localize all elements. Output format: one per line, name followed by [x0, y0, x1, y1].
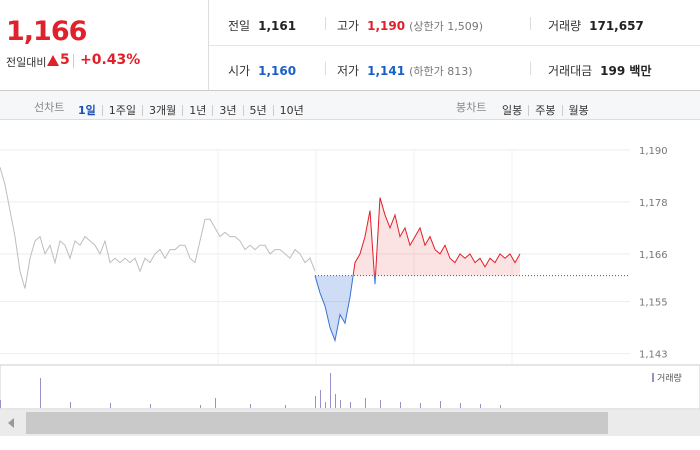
- col-divider: [530, 17, 531, 30]
- stat-value: 1,160: [258, 64, 297, 78]
- line-label: 선차트: [34, 101, 65, 114]
- scrollbar-thumb[interactable]: [26, 412, 608, 434]
- tab[interactable]: 주봉: [528, 105, 561, 116]
- price-line: [0, 167, 316, 289]
- stat: 저가 1,141 (하한가 813): [337, 60, 473, 79]
- stat-value: 1,141: [367, 64, 406, 78]
- y-tick-label: 1,143: [639, 350, 668, 361]
- stat-value: 171,657: [589, 19, 644, 33]
- line-tabs: 1일 1주일 3개월 1년 3년 5년 10년: [72, 99, 310, 118]
- y-tick-label: 1,166: [639, 250, 668, 261]
- change-rate: +0.43%: [80, 52, 141, 68]
- stat-label: 전일: [228, 19, 251, 33]
- header-border: [0, 90, 700, 91]
- price-line-down: [314, 275, 377, 343]
- tab[interactable]: 월봉: [561, 105, 595, 116]
- change-label: 전일대비: [6, 56, 47, 69]
- stat-label: 고가: [337, 19, 360, 33]
- stat: 전일 1,161: [228, 15, 296, 34]
- volume-panel: [0, 364, 700, 410]
- stat: 고가 1,190 (상한가 1,509): [337, 15, 483, 34]
- tab[interactable]: 일봉: [502, 104, 523, 117]
- tab[interactable]: 3개월: [142, 105, 182, 116]
- stat-label: 저가: [337, 64, 360, 78]
- stat-label: 거래량: [548, 19, 582, 33]
- stat: 시가 1,160: [228, 60, 296, 79]
- row-divider: [209, 45, 700, 46]
- y-tick-label: 1,178: [639, 198, 668, 209]
- tab[interactable]: 3년: [212, 105, 242, 116]
- stat: 거래량 171,657: [548, 15, 644, 34]
- tab-bar: 선차트 1일 1주일 3개월 1년 3년 5년 10년 봉차트 일봉 주봉 월봉: [0, 91, 700, 120]
- stat-label: 거래대금: [548, 64, 593, 78]
- stat-value: 199 백만: [600, 64, 652, 78]
- up-arrow: [47, 55, 59, 66]
- col-divider: [325, 17, 326, 30]
- y-tick-label: 1,155: [639, 298, 668, 309]
- tab[interactable]: 1일: [78, 104, 96, 117]
- change: 5: [60, 52, 70, 68]
- stat-note: (상한가 1,509): [409, 20, 483, 33]
- quote-box: 1,166 전일대비 5 +0.43%: [0, 0, 209, 90]
- price: 1,166: [6, 16, 87, 47]
- tab[interactable]: 10년: [272, 105, 310, 116]
- stat-label: 시가: [228, 64, 251, 78]
- area-down: [315, 275, 520, 341]
- tab[interactable]: 1년: [182, 105, 212, 116]
- col-divider: [325, 62, 326, 75]
- divider: [73, 54, 74, 68]
- legend-label: 거래량: [657, 372, 682, 384]
- stat-value: 1,190: [367, 19, 406, 33]
- y-tick-label: 1,190: [639, 146, 668, 157]
- area-up: [353, 197, 520, 276]
- scroll-left[interactable]: [8, 418, 14, 428]
- legend-swatch: [652, 373, 654, 382]
- price-line-up: [315, 197, 521, 276]
- stat-note: (하한가 813): [409, 65, 473, 78]
- candle-tabs: 일봉 주봉 월봉: [496, 99, 595, 118]
- stat: 거래대금 199 백만: [548, 60, 651, 79]
- stat-value: 1,161: [258, 19, 297, 33]
- tab[interactable]: 5년: [242, 105, 273, 116]
- col-divider: [530, 62, 531, 75]
- candle-label: 봉차트: [456, 101, 487, 114]
- tab[interactable]: 1주일: [101, 105, 142, 116]
